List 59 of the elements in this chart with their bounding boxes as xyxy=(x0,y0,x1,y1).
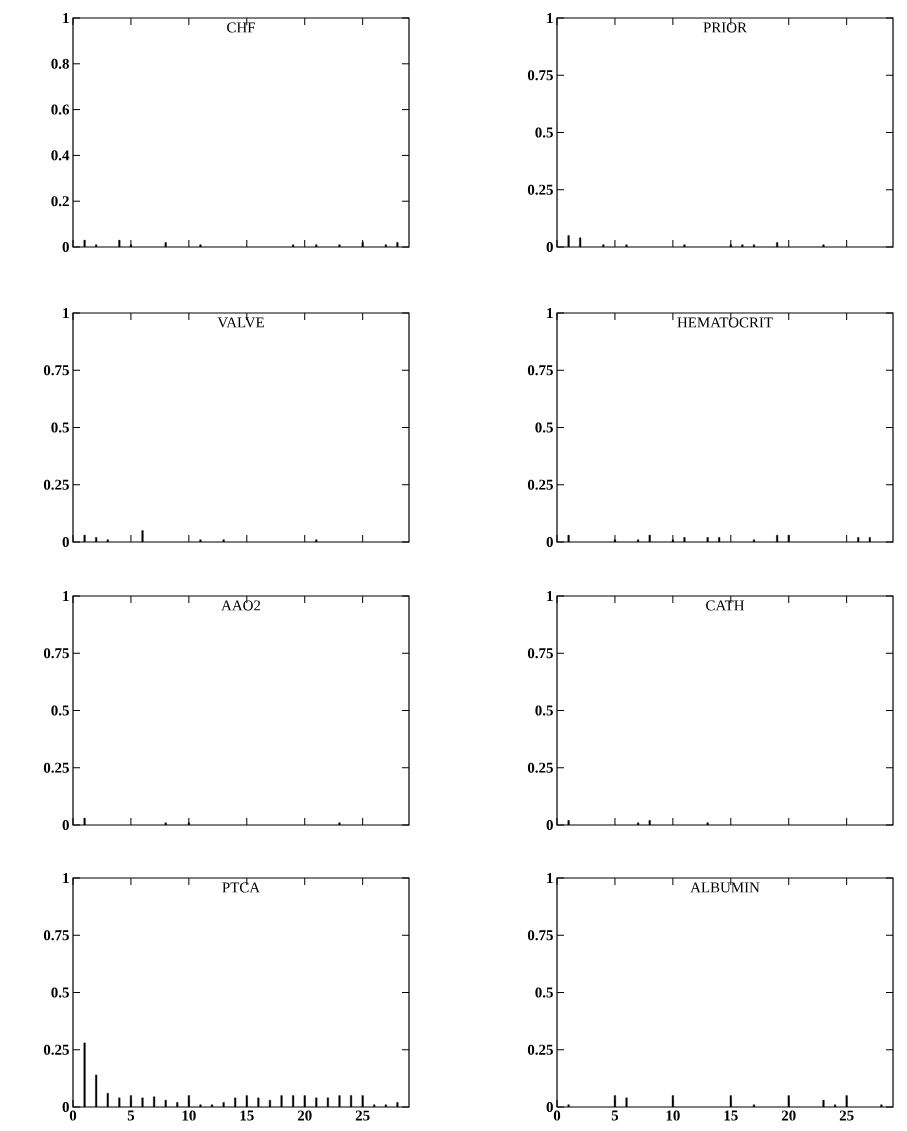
y-tick-label: 0.25 xyxy=(43,1044,69,1055)
y-tick-label: 0 xyxy=(62,241,69,253)
y-tick-label: 1 xyxy=(547,591,553,601)
x-tick-label: 25 xyxy=(839,1110,854,1121)
y-tick-label: 0.75 xyxy=(43,365,69,376)
chart-title: ALBUMIN xyxy=(690,882,760,893)
y-tick-label: 0 xyxy=(62,536,69,548)
y-tick-label: 1 xyxy=(63,591,69,601)
y-tick-label: 0.75 xyxy=(527,930,553,941)
y-tick-label: 0 xyxy=(546,819,553,831)
y-tick-label: 0.2 xyxy=(51,196,69,207)
x-tick-label: 15 xyxy=(724,1110,738,1121)
y-tick-label: 0.5 xyxy=(51,987,69,998)
y-tick-label: 1 xyxy=(547,873,553,883)
y-tick-label: 0 xyxy=(546,536,553,548)
y-tick-label: 0.5 xyxy=(535,705,553,716)
x-tick-label: 10 xyxy=(666,1110,680,1121)
y-tick-label: 0.75 xyxy=(43,930,69,941)
y-tick-label: 0.8 xyxy=(51,58,69,69)
y-tick-label: 0.75 xyxy=(527,70,553,81)
y-tick-label: 0.75 xyxy=(527,648,553,659)
y-tick-label: 1 xyxy=(547,308,553,318)
y-tick-label: 1 xyxy=(63,308,69,318)
y-tick-label: 0.5 xyxy=(51,422,69,433)
y-tick-label: 0.25 xyxy=(527,762,553,773)
y-tick-label: 0.25 xyxy=(43,479,69,490)
y-tick-label: 0.75 xyxy=(43,648,69,659)
y-tick-label: 0 xyxy=(62,1101,69,1113)
x-tick-label: 20 xyxy=(297,1110,312,1121)
y-tick-label: 0.25 xyxy=(43,762,69,773)
y-tick-label: 0.5 xyxy=(535,422,553,433)
y-tick-label: 0 xyxy=(546,1101,553,1113)
x-tick-label: 20 xyxy=(781,1110,796,1121)
x-tick-label: 5 xyxy=(611,1110,619,1121)
chart-title: CATH xyxy=(706,600,745,611)
chart-title: PRIOR xyxy=(703,22,747,33)
y-tick-label: 0.25 xyxy=(527,184,553,195)
y-tick-label: 0.25 xyxy=(527,479,553,490)
y-tick-label: 0 xyxy=(546,241,553,253)
y-tick-label: 0.75 xyxy=(527,365,553,376)
y-tick-label: 0 xyxy=(62,819,69,831)
y-tick-label: 0.6 xyxy=(51,104,70,115)
y-tick-label: 1 xyxy=(63,13,69,23)
y-tick-label: 0.5 xyxy=(51,705,69,716)
y-tick-label: 1 xyxy=(547,13,553,23)
y-tick-label: 0.5 xyxy=(535,127,553,138)
y-tick-label: 0.4 xyxy=(51,150,70,161)
x-tick-label: 10 xyxy=(182,1110,196,1121)
x-tick-label: 25 xyxy=(355,1110,370,1121)
x-tick-label: 5 xyxy=(127,1110,135,1121)
chart-title: VALVE xyxy=(217,317,264,328)
chart-title: HEMATOCRIT xyxy=(677,317,773,328)
chart-title: AAO2 xyxy=(221,600,261,611)
y-tick-label: 1 xyxy=(63,873,69,883)
chart-title: CHF xyxy=(227,22,255,33)
x-tick-label: 15 xyxy=(240,1110,254,1121)
chart-title: PTCA xyxy=(222,882,260,893)
y-tick-label: 0.5 xyxy=(535,987,553,998)
y-tick-label: 0.25 xyxy=(527,1044,553,1055)
